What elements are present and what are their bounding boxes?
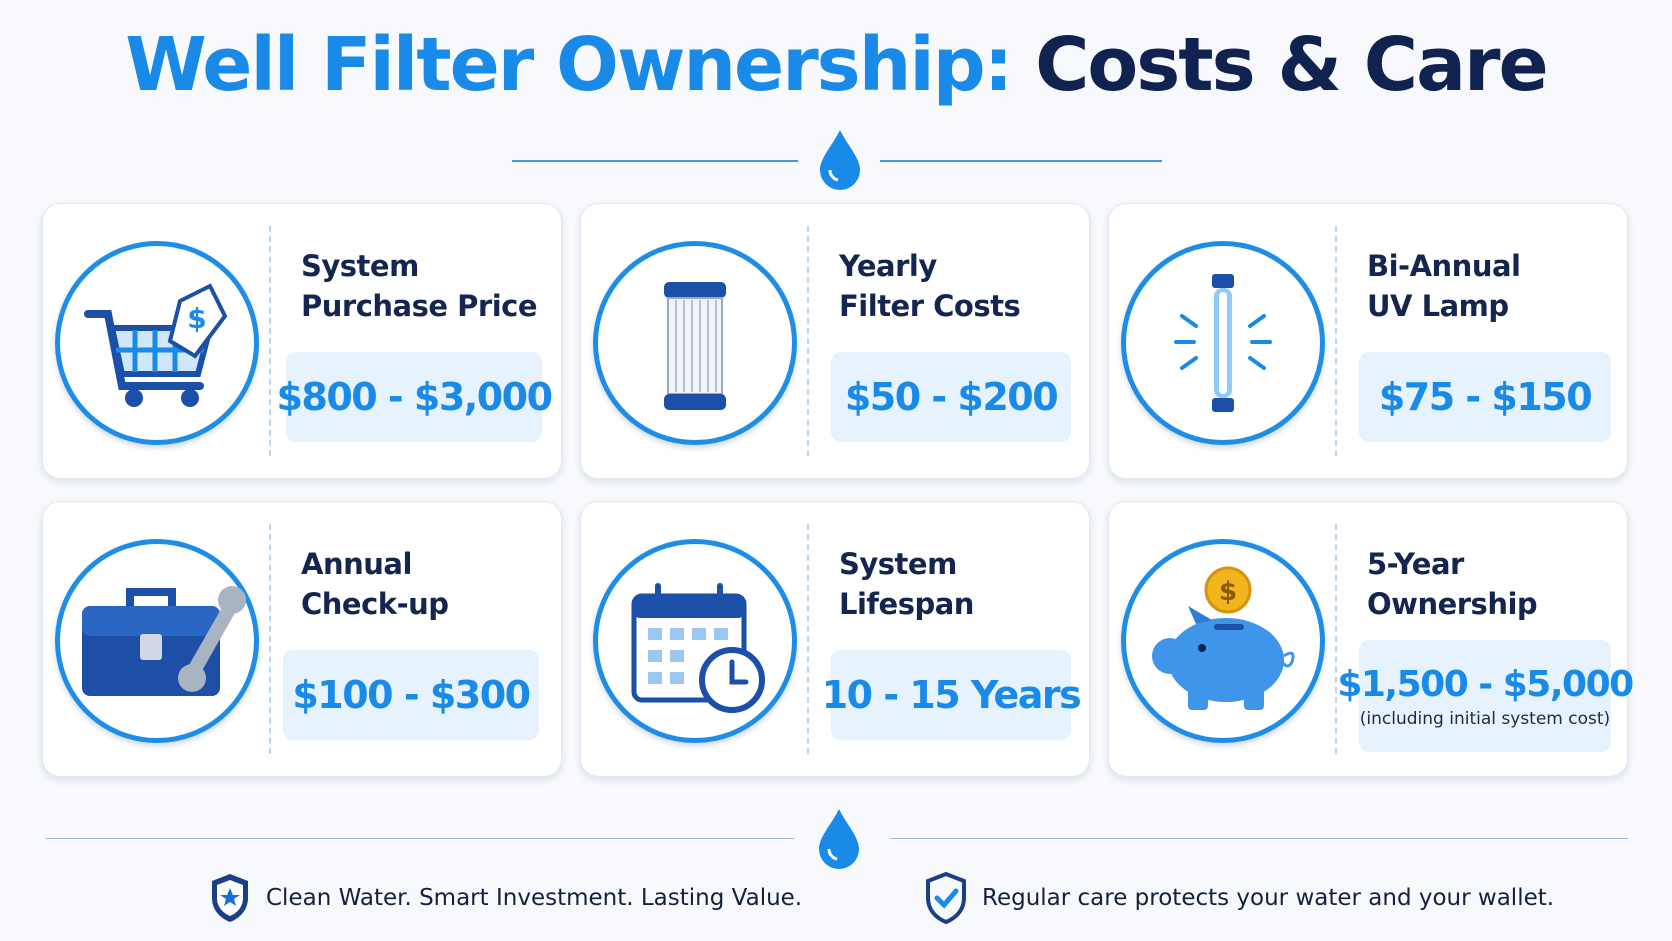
calendar-icon [631,583,765,713]
title-part: Well Filter Ownership: [125,22,1013,108]
card-label: 5-Year Ownership [1367,544,1538,624]
footer-text: Regular care protects your water and you… [982,885,1555,911]
label-line: UV Lamp [1367,289,1509,323]
card-value: 10 - 15 Years [821,673,1082,717]
rule [890,838,1628,839]
icon-circle [593,539,797,743]
rule [512,160,798,162]
divider [807,226,809,456]
rule [46,838,794,839]
drop-icon [820,130,860,190]
card: Yearly Filter Costs $50 - $200 [580,203,1090,479]
card-label: Annual Check-up [301,544,449,624]
svg-text:$: $ [187,302,206,335]
label-line: Filter Costs [839,289,1021,323]
card-value: $800 - $3,000 [276,375,553,419]
divider [269,524,271,754]
drop-icon [819,809,859,869]
value-box: 10 - 15 Years [822,650,1082,740]
card-label: Bi-Annual UV Lamp [1367,246,1521,326]
footer-item: Clean Water. Smart Investment. Lasting V… [208,872,802,924]
label-line: Ownership [1367,587,1538,621]
shield-check-icon [926,872,966,924]
divider [1335,524,1337,754]
divider [269,226,271,456]
footer-text: Clean Water. Smart Investment. Lasting V… [266,885,803,911]
label-line: Annual [301,547,412,581]
label-line: System [301,249,419,283]
icon-circle [1121,241,1325,445]
label-line: Yearly [839,249,937,283]
card-label: System Lifespan [839,544,974,624]
label-line: Check-up [301,587,449,621]
label-line: System [839,547,957,581]
label-line: 5-Year [1367,547,1464,581]
value-box: $800 - $3,000 [276,352,553,442]
card: $ 5-Year Ownership $1,500 - $5,000 (includ… [1108,501,1634,777]
divider [807,524,809,754]
card-label: System Purchase Price [301,246,538,326]
card: System Lifespan 10 - 15 Years [580,501,1090,777]
label-line: Lifespan [839,587,974,621]
icon-circle [55,539,259,743]
label-line: Purchase Price [301,289,538,323]
label-line: Bi-Annual [1367,249,1521,283]
divider [1335,226,1337,456]
card-label: Yearly Filter Costs [839,246,1021,326]
value-box: $50 - $200 [831,352,1071,442]
value-box: $75 - $150 [1359,352,1611,442]
title-part: Costs & Care [1035,22,1549,108]
card: Annual Check-up $100 - $300 [42,501,562,777]
icon-circle [593,241,797,445]
toolbox-icon [82,586,246,696]
filter-icon [664,282,726,410]
value-box: $100 - $300 [283,650,539,740]
icon-circle: $ [1121,539,1325,743]
value-box: $1,500 - $5,000 (including initial system… [1337,640,1634,752]
card-value: $50 - $200 [844,375,1059,419]
card-value: $75 - $150 [1378,375,1593,419]
shield-star-icon [212,874,248,922]
card-note: (including initial system cost) [1359,708,1611,729]
card: Bi-Annual UV Lamp $75 - $150 [1108,203,1628,479]
card-value: $1,500 - $5,000 [1337,663,1634,705]
rule [880,160,1162,162]
footer-item: Regular care protects your water and you… [924,872,1554,924]
uv-lamp-icon [1174,274,1272,412]
title: Well Filter Ownership: Costs & Care [0,22,1672,108]
piggy-bank-icon: $ [1152,566,1295,710]
svg-text:$: $ [1219,577,1237,607]
card-value: $100 - $300 [292,673,531,717]
icon-circle: $ [55,241,259,445]
cart-icon: $ [84,283,228,407]
card: $ System Purchase Price $800 - $3,000 [42,203,562,479]
